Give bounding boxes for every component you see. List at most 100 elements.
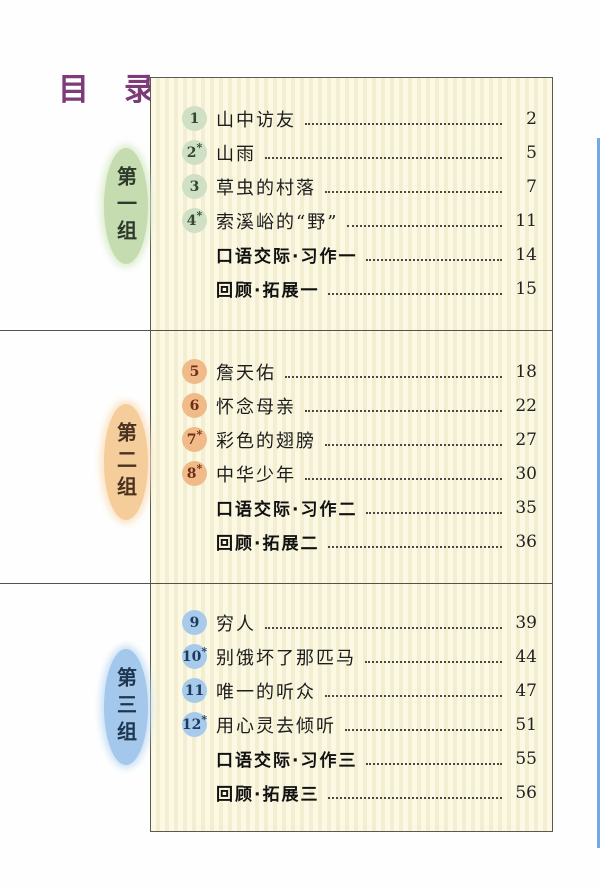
lesson-title: 口语交际·习作三 <box>216 751 358 771</box>
lesson-number: 3 <box>189 178 200 195</box>
page-number: 22 <box>515 395 537 416</box>
lesson-number-badge: 3 <box>182 174 207 199</box>
group-label-3: 第三组 <box>113 666 138 748</box>
dot-leader <box>365 660 502 663</box>
lesson-number-badge: 4 * <box>182 208 207 233</box>
page-number: 14 <box>515 244 537 265</box>
page-number: 55 <box>515 748 537 769</box>
dot-leader <box>285 375 502 378</box>
page-number: 39 <box>515 612 537 633</box>
lesson-number-badge: 12 * <box>182 712 207 737</box>
toc-entry: 11 唯一的听众 47 <box>182 674 537 708</box>
dot-leader <box>325 190 502 193</box>
lesson-title: 口语交际·习作一 <box>216 247 358 267</box>
dot-leader <box>305 122 502 125</box>
toc-entry: 口语交际·习作一 14 <box>182 238 537 272</box>
toc-entry: 口语交际·习作三 55 <box>182 742 537 776</box>
lesson-number: 1 <box>189 110 200 127</box>
lesson-title: 唯一的听众 <box>216 681 316 703</box>
toc-entry: 口语交际·习作二 35 <box>182 491 537 525</box>
group-label-2: 第二组 <box>113 421 138 503</box>
lesson-number-badge: 7 * <box>182 427 207 452</box>
lesson-title: 回顾·拓展一 <box>216 281 320 301</box>
group-label-1: 第一组 <box>113 165 138 247</box>
dot-leader <box>328 796 502 799</box>
toc-section-3: 9 穷人 39 10 * 别饿坏了那匹马 44 11 唯一的听众 47 12 * 用… <box>150 583 553 832</box>
lesson-number-badge: 11 <box>182 678 207 703</box>
page-edge-strip <box>597 138 600 848</box>
section-divider-2 <box>0 583 553 584</box>
group-label-oval-1: 第一组 <box>104 148 148 264</box>
page-title: 目 录 <box>58 72 157 108</box>
lesson-number: 7 <box>186 431 197 448</box>
dot-leader <box>328 545 502 548</box>
lesson-number-badge: 9 <box>182 610 207 635</box>
lesson-title: 别饿坏了那匹马 <box>216 647 356 669</box>
dot-leader <box>325 443 502 446</box>
section-divider-1 <box>0 330 553 331</box>
lesson-number: 6 <box>189 397 200 414</box>
dot-leader <box>328 292 502 295</box>
lesson-number-badge: 6 <box>182 393 207 418</box>
lesson-number: 10 <box>181 648 202 665</box>
lesson-number-badge: 5 <box>182 359 207 384</box>
lesson-number-badge: 1 <box>182 106 207 131</box>
dot-leader <box>305 409 502 412</box>
dot-leader <box>265 626 502 629</box>
page-number: 18 <box>515 361 537 382</box>
lesson-number: 2 <box>186 144 197 161</box>
lesson-title: 彩色的翅膀 <box>216 430 316 452</box>
page-number: 27 <box>515 429 537 450</box>
page-number: 11 <box>515 210 537 231</box>
lesson-title: 用心灵去倾听 <box>216 715 336 737</box>
toc-entry: 回顾·拓展二 36 <box>182 525 537 559</box>
toc-entry: 10 * 别饿坏了那匹马 44 <box>182 640 537 674</box>
toc-entry: 4 * 索溪峪的“野” 11 <box>182 204 537 238</box>
lesson-number: 8 <box>186 465 197 482</box>
lesson-number: 11 <box>184 682 205 699</box>
group-label-oval-3: 第三组 <box>104 649 148 765</box>
lesson-title: 回顾·拓展三 <box>216 785 320 805</box>
dot-leader <box>265 156 502 159</box>
lesson-number: 9 <box>189 614 200 631</box>
dot-leader <box>305 477 502 480</box>
toc-entry: 3 草虫的村落 7 <box>182 170 537 204</box>
lesson-title: 草虫的村落 <box>216 177 316 199</box>
toc-entry: 7 * 彩色的翅膀 27 <box>182 423 537 457</box>
lesson-number: 5 <box>189 363 200 380</box>
page-number: 15 <box>515 278 537 299</box>
lesson-title: 怀念母亲 <box>216 396 296 418</box>
lesson-title: 詹天佑 <box>216 362 276 384</box>
toc-content-box <box>150 77 553 832</box>
lesson-title: 口语交际·习作二 <box>216 500 358 520</box>
lesson-number: 12 <box>181 716 202 733</box>
toc-entry: 9 穷人 39 <box>182 606 537 640</box>
toc-section-2: 5 詹天佑 18 6 怀念母亲 22 7 * 彩色的翅膀 27 8 * 中华少年 3… <box>150 330 553 583</box>
lesson-title: 索溪峪的“野” <box>216 211 339 233</box>
page-number: 7 <box>526 176 537 197</box>
toc-section-1: 1 山中访友 2 2 * 山雨 5 3 草虫的村落 7 4 * 索溪峪的“野” 11… <box>150 77 553 330</box>
dot-leader <box>347 224 502 227</box>
lesson-number-badge: 10 * <box>182 644 207 669</box>
toc-entry: 8 * 中华少年 30 <box>182 457 537 491</box>
toc-entry: 1 山中访友 2 <box>182 102 537 136</box>
dot-leader <box>366 511 502 514</box>
dot-leader <box>325 694 502 697</box>
lesson-title: 回顾·拓展二 <box>216 534 320 554</box>
lesson-title: 山中访友 <box>216 109 296 131</box>
lesson-title: 中华少年 <box>216 464 296 486</box>
lesson-title: 山雨 <box>216 143 256 165</box>
page-number: 44 <box>515 646 537 667</box>
toc-entry: 回顾·拓展三 56 <box>182 776 537 810</box>
page-number: 30 <box>515 463 537 484</box>
toc-entry: 回顾·拓展一 15 <box>182 272 537 306</box>
lesson-number-badge: 8 * <box>182 461 207 486</box>
toc-entry: 6 怀念母亲 22 <box>182 389 537 423</box>
toc-entry: 5 詹天佑 18 <box>182 355 537 389</box>
dot-leader <box>366 762 502 765</box>
page-number: 5 <box>526 142 537 163</box>
page-number: 51 <box>515 714 537 735</box>
lesson-number-badge: 2 * <box>182 140 207 165</box>
toc-entry: 2 * 山雨 5 <box>182 136 537 170</box>
